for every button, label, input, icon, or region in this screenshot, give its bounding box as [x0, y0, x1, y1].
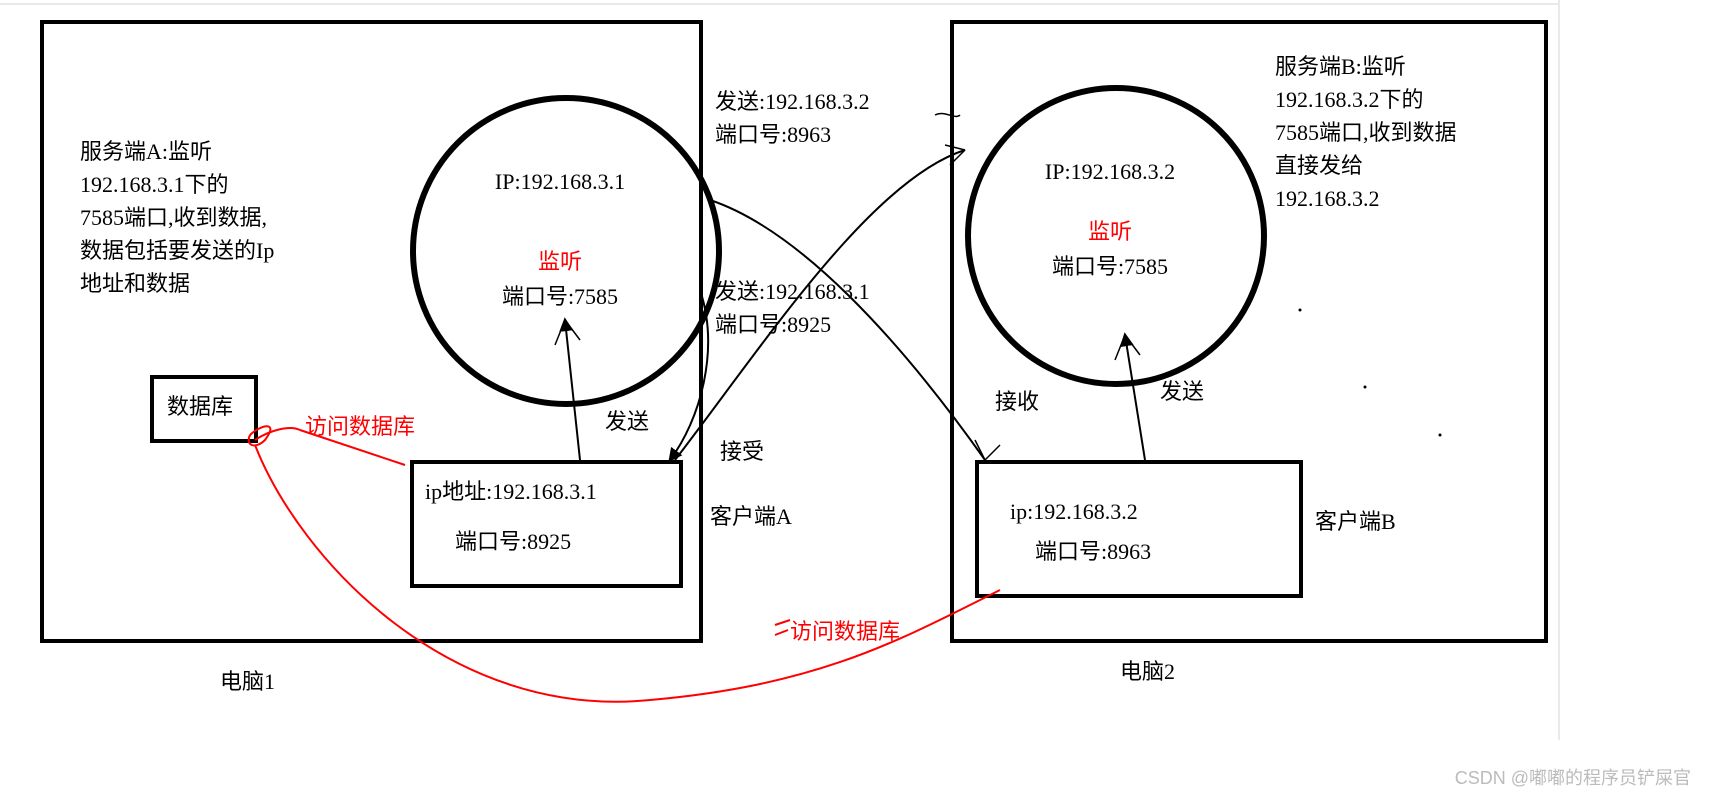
client-a-port: 端口号:8925 — [455, 525, 571, 558]
mid-send-bottom: 发送:192.168.3.1 端口号:8925 — [715, 275, 945, 341]
server-a-note: 服务端A:监听 192.168.3.1下的 7585端口,收到数据, 数据包括要… — [80, 135, 340, 300]
server-a-listen: 监听 — [430, 245, 690, 278]
client-a-name: 客户端A — [710, 500, 792, 533]
server-a-ip: IP:192.168.3.1 — [430, 165, 690, 198]
mid-send-top: 发送:192.168.3.2 端口号:8963 — [715, 85, 945, 151]
server-b-note: 服务端B:监听 192.168.3.2下的 7585端口,收到数据 直接发给 1… — [1275, 50, 1525, 215]
server-b-port: 端口号:7585 — [980, 250, 1240, 283]
computer1-title: 电脑1 — [220, 665, 275, 698]
recv-label-b: 接收 — [995, 385, 1039, 418]
server-a-port: 端口号:7585 — [430, 280, 690, 313]
server-b-listen: 监听 — [980, 215, 1240, 248]
computer2-title: 电脑2 — [1120, 655, 1175, 688]
client-b-port: 端口号:8963 — [1035, 535, 1151, 568]
send-label-b: 发送 — [1160, 375, 1204, 408]
client-a-ip: ip地址:192.168.3.1 — [425, 475, 597, 508]
db-access-label-2: 访问数据库 — [790, 615, 900, 648]
client-b-box — [975, 460, 1303, 598]
recv-label-a: 接受 — [720, 435, 764, 468]
client-b-ip: ip:192.168.3.2 — [1010, 495, 1138, 528]
send-label-a: 发送 — [605, 405, 649, 438]
client-b-name: 客户端B — [1315, 505, 1396, 538]
watermark: CSDN @嘟嘟的程序员铲屎官 — [1455, 764, 1691, 790]
server-b-ip: IP:192.168.3.2 — [980, 155, 1240, 188]
db-access-label-1: 访问数据库 — [305, 410, 415, 443]
database-label: 数据库 — [150, 390, 250, 423]
